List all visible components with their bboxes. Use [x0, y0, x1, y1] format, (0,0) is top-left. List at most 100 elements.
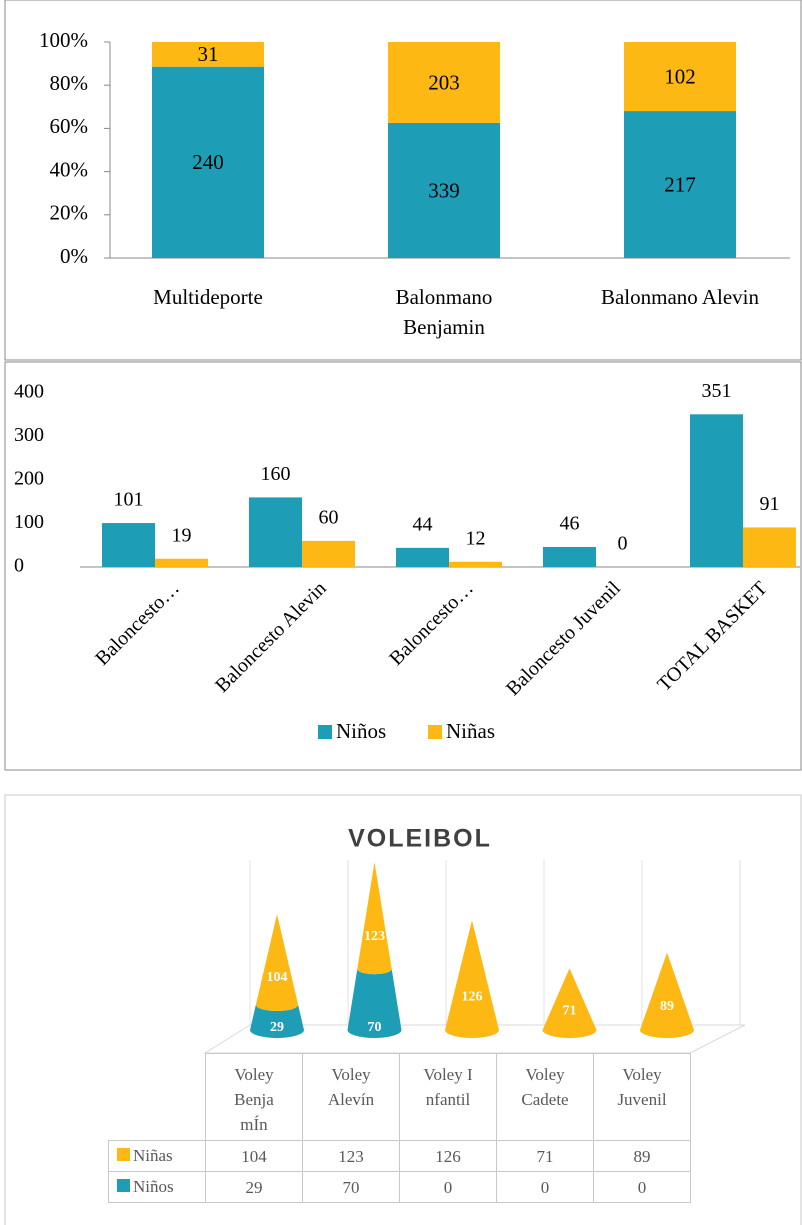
- legend-label: Niños: [133, 1177, 174, 1196]
- data-label: 101: [114, 489, 144, 511]
- cone-segment: [250, 1004, 304, 1038]
- x-tick-label: Baloncesto Alevin: [211, 577, 331, 697]
- table-cell: 0: [399, 1171, 497, 1203]
- data-label: 31: [198, 42, 219, 66]
- bar-segment: [152, 66, 264, 258]
- y-tick-label: 100%: [39, 28, 88, 52]
- cone-segment: [357, 862, 392, 975]
- x-tick-label: Balonmano Benjamin: [395, 285, 493, 339]
- x-tick-label: Baloncesto…: [91, 577, 184, 670]
- table-cell: 70: [302, 1171, 400, 1203]
- bar: [302, 540, 355, 567]
- y-tick-label: 0%: [60, 244, 88, 268]
- data-label: 339: [428, 178, 460, 202]
- data-label: 70: [368, 1020, 382, 1035]
- frame: [4, 794, 802, 1225]
- y-tick-label: 100: [14, 511, 44, 533]
- table-header: Voley Infantil: [399, 1053, 497, 1141]
- data-label: 123: [364, 929, 385, 944]
- legend-label: Niñas: [133, 1146, 173, 1165]
- legend-swatch: [428, 725, 442, 739]
- bar: [249, 497, 302, 567]
- table-header: Voley Cadete: [496, 1053, 594, 1141]
- data-label: 0: [618, 533, 628, 555]
- bar: [449, 561, 502, 567]
- data-label: 102: [664, 64, 696, 88]
- category-label: Voley Juvenil: [617, 1065, 667, 1109]
- category-label: Voley Cadete: [521, 1065, 569, 1109]
- bar: [155, 558, 208, 567]
- table-cell: 104: [205, 1140, 303, 1172]
- data-label: 19: [172, 524, 192, 546]
- data-label: 203: [428, 70, 460, 94]
- data-label: 104: [267, 970, 288, 985]
- category-label: Voley BenjamÍn: [234, 1065, 274, 1134]
- y-tick-label: 80%: [50, 71, 89, 95]
- bar: [102, 523, 155, 567]
- y-tick-label: 20%: [50, 201, 89, 225]
- x-tick-label: Balonmano Alevin: [600, 285, 760, 309]
- y-tick-label: 400: [14, 381, 44, 403]
- y-tick-label: 60%: [50, 114, 89, 138]
- bar-segment: [624, 111, 736, 259]
- x-tick-label: Baloncesto Juvenil: [502, 577, 625, 700]
- table-cell: 126: [399, 1140, 497, 1172]
- category-label: Voley Infantil: [423, 1065, 473, 1109]
- table-cell: 0: [496, 1171, 594, 1203]
- legend-cell: Niñas: [108, 1140, 206, 1172]
- data-label: 89: [660, 999, 674, 1014]
- y-tick-label: 0: [14, 555, 24, 577]
- table-cell: 29: [205, 1171, 303, 1203]
- table-cell: 123: [302, 1140, 400, 1172]
- table-header: Voley BenjamÍn: [205, 1053, 303, 1141]
- data-label: 160: [261, 463, 291, 485]
- data-label: 29: [270, 1020, 284, 1035]
- table-header: Voley Alevín: [302, 1053, 400, 1141]
- x-tick-label: TOTAL BASKET: [653, 577, 772, 696]
- y-tick-label: 300: [14, 424, 44, 446]
- legend-swatch: [117, 1179, 130, 1192]
- table-cell: 89: [593, 1140, 691, 1172]
- cone-segment: [640, 952, 694, 1038]
- x-tick-label: Multideporte: [153, 285, 263, 309]
- x-tick-label: Baloncesto…: [385, 577, 478, 670]
- table-cell: 0: [593, 1171, 691, 1203]
- bar-segment: [152, 42, 264, 67]
- data-label: 44: [413, 513, 433, 535]
- data-label: 71: [563, 1004, 577, 1019]
- frame: [4, 361, 802, 771]
- legend-label: Niñas: [446, 719, 495, 743]
- data-label: 46: [560, 513, 580, 535]
- y-tick-label: 200: [14, 468, 44, 490]
- legend-swatch: [117, 1148, 130, 1161]
- data-label: 351: [702, 380, 732, 402]
- cone-segment: [445, 920, 499, 1038]
- chart-title: VOLEIBOL: [348, 825, 492, 853]
- table-header: Voley Juvenil: [593, 1053, 691, 1141]
- bar-segment: [388, 122, 500, 259]
- bar: [690, 414, 743, 567]
- data-label: 12: [466, 527, 486, 549]
- table-cell: 71: [496, 1140, 594, 1172]
- data-label: 240: [192, 150, 224, 174]
- data-label: 126: [462, 989, 483, 1004]
- cone-segment: [542, 968, 597, 1038]
- data-label: 60: [319, 506, 339, 528]
- cone-segment: [347, 969, 402, 1038]
- cone-segment: [255, 914, 299, 1012]
- category-label: Voley Alevín: [327, 1065, 375, 1109]
- legend-label: Niños: [336, 719, 386, 743]
- bar: [743, 527, 796, 567]
- data-label: 217: [664, 172, 696, 196]
- bar: [543, 546, 596, 567]
- y-tick-label: 40%: [50, 157, 89, 181]
- bar-segment: [624, 42, 736, 112]
- data-label: 91: [760, 493, 780, 515]
- legend-cell: Niños: [108, 1171, 206, 1203]
- frame: [4, 0, 802, 361]
- legend-swatch: [318, 725, 332, 739]
- bar: [396, 547, 449, 567]
- bar-segment: [388, 42, 500, 123]
